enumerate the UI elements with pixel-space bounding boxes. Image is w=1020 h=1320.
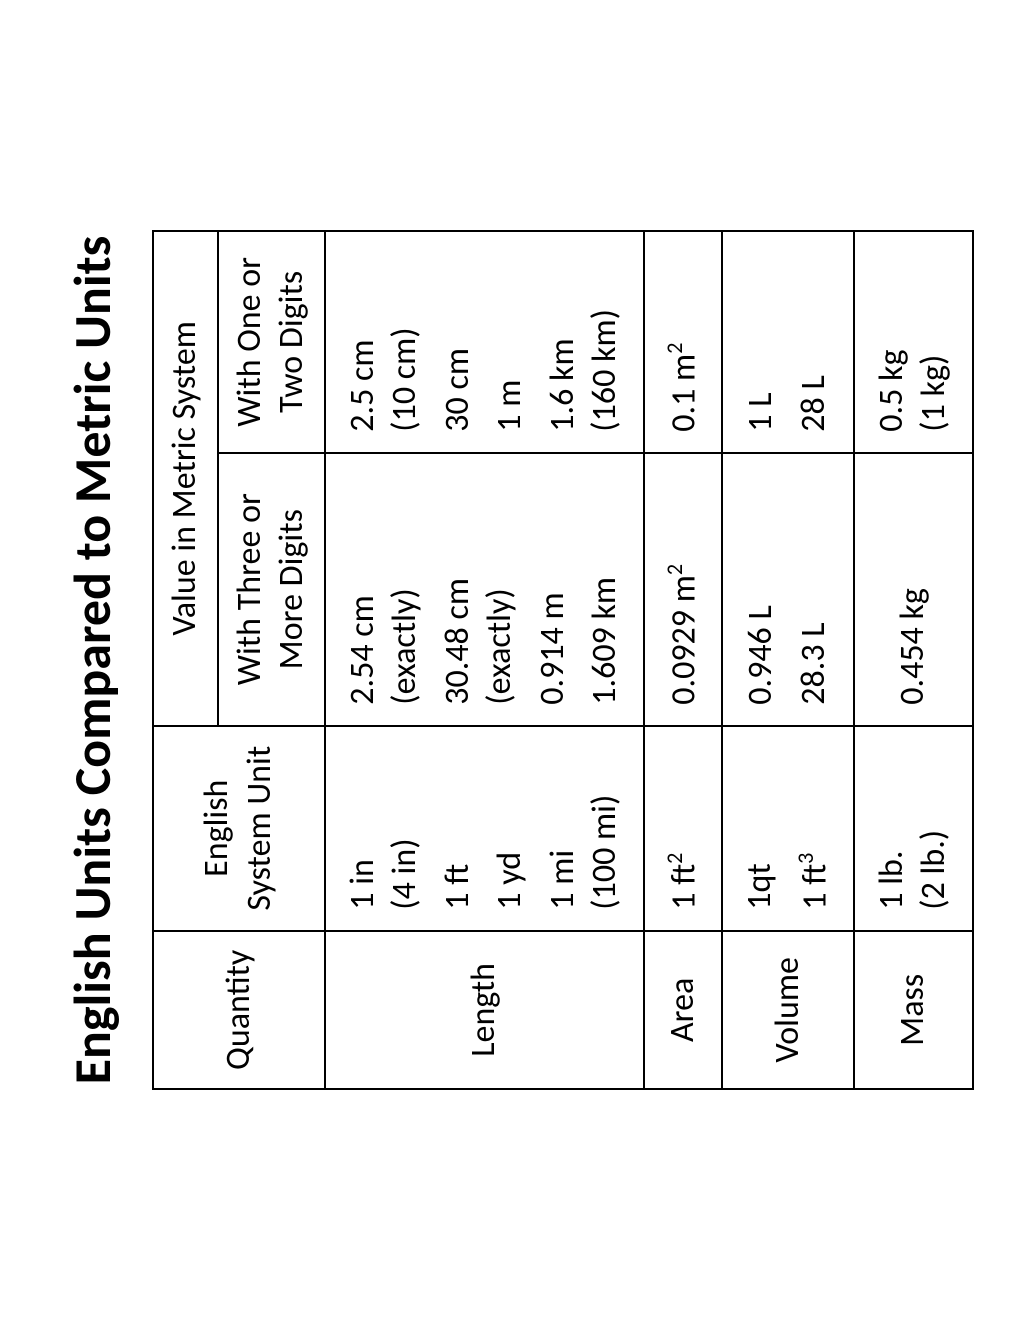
table-head: Quantity English System Unit Value in Me… <box>153 231 325 1089</box>
quantity-cell: Volume <box>722 931 853 1089</box>
value-cell: 1 ft3 <box>788 747 841 910</box>
metric-3digit-cell: 0.946 L28.3 L <box>722 453 853 726</box>
value-cell: 1 yd <box>485 747 536 910</box>
value-cell: 1.6 km(160 km) <box>538 252 631 432</box>
metric-1digit-cell: 0.1 m2 <box>644 231 723 453</box>
table-row: Length1 in(4 in)1 ft1 yd1 mi(100 mi)2.54… <box>325 231 644 1089</box>
value-cell: 2.54 cm (exactly) <box>338 474 431 705</box>
value-cell: 2.5 cm(10 cm) <box>338 252 431 432</box>
col-english: English System Unit <box>153 726 325 931</box>
value-cell: 0.946 L <box>736 474 787 705</box>
table-body: Length1 in(4 in)1 ft1 yd1 mi(100 mi)2.54… <box>325 231 973 1089</box>
value-cell: 0.914 m <box>528 474 579 705</box>
quantity-cell: Length <box>325 931 644 1089</box>
english-unit-cell: 1 ft2 <box>644 726 723 931</box>
english-unit-cell: 1qt1 ft3 <box>722 726 853 931</box>
value-cell: 0.1 m2 <box>657 252 710 432</box>
metric-1digit-cell: 0.5 kg(1 kg) <box>854 231 973 453</box>
conversion-table: Quantity English System Unit Value in Me… <box>152 230 974 1090</box>
value-cell: 1qt <box>735 747 786 910</box>
value-cell: 28 L <box>789 252 840 432</box>
page: English Units Compared to Metric Units Q… <box>0 0 1020 1320</box>
metric-3digit-cell: 0.454 kg <box>854 453 973 726</box>
value-cell: 30.48 cm (exactly) <box>433 474 526 705</box>
value-cell: 1 ft2 <box>657 747 710 910</box>
col-metric-3digits: With Three or More Digits <box>218 453 325 726</box>
value-cell: 1 L <box>736 252 787 432</box>
value-cell: 30 cm <box>433 252 484 432</box>
value-cell: 1 lb.(2 lb.) <box>867 747 960 910</box>
value-cell: 1 mi(100 mi) <box>538 747 631 910</box>
metric-1digit-cell: 2.5 cm(10 cm)30 cm1 m1.6 km(160 km) <box>325 231 644 453</box>
value-cell: 1.609 km <box>580 474 631 705</box>
col-quantity: Quantity <box>153 931 325 1089</box>
value-cell: 0.454 kg <box>888 474 939 705</box>
page-title: English Units Compared to Metric Units <box>60 236 124 1085</box>
value-cell: 28.3 L <box>789 474 840 705</box>
col-metric-1digit: With One or Two Digits <box>218 231 325 453</box>
value-cell: 1 ft <box>433 747 484 910</box>
table-row: Mass 1 lb.(2 lb.) 0.454 kg 0.5 kg(1 kg) <box>854 231 973 1089</box>
metric-1digit-cell: 1 L28 L <box>722 231 853 453</box>
col-metric-group: Value in Metric System <box>153 231 218 726</box>
metric-3digit-cell: 0.0929 m2 <box>644 453 723 726</box>
metric-3digit-cell: 2.54 cm (exactly)30.48 cm (exactly)0.914… <box>325 453 644 726</box>
value-cell: 1 m <box>485 252 536 432</box>
rotated-content: English Units Compared to Metric Units Q… <box>0 150 1020 1170</box>
quantity-cell: Area <box>644 931 723 1089</box>
quantity-cell: Mass <box>854 931 973 1089</box>
english-unit-cell: 1 in(4 in)1 ft1 yd1 mi(100 mi) <box>325 726 644 931</box>
table-row: Area 1 ft2 0.0929 m2 0.1 m2 <box>644 231 723 1089</box>
value-cell: 1 in(4 in) <box>338 747 431 910</box>
table-row: Volume1qt1 ft30.946 L28.3 L1 L28 L <box>722 231 853 1089</box>
value-cell: 0.5 kg(1 kg) <box>867 252 960 432</box>
english-unit-cell: 1 lb.(2 lb.) <box>854 726 973 931</box>
value-cell: 0.0929 m2 <box>657 474 710 705</box>
